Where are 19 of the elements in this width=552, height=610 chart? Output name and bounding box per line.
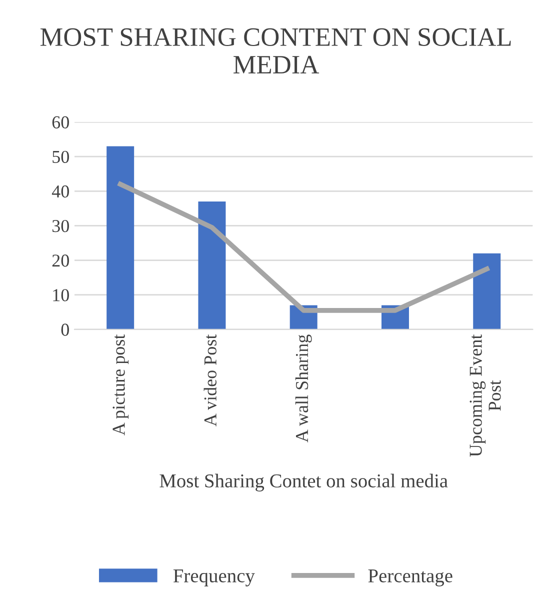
- x-tick-label: Upcoming Event Post: [470, 334, 501, 457]
- bar: [106, 146, 134, 330]
- y-tick-label: 10: [53, 289, 69, 302]
- x-tick-label: A wall Sharing: [295, 334, 312, 442]
- y-tick-label: 0: [61, 324, 69, 336]
- chart-title: MOST SHARING CONTENT ON SOCIAL MEDIA: [40, 28, 511, 74]
- x-tick-label: A picture post: [112, 334, 129, 436]
- y-tick-label: 30: [52, 220, 69, 232]
- x-tick-label: A video Post: [204, 334, 216, 426]
- y-tick-label: 60: [52, 116, 69, 128]
- legend-label: Percentage: [368, 569, 452, 586]
- x-axis-title: Most Sharing Contet on social media: [160, 474, 448, 492]
- line-series: [118, 182, 490, 313]
- y-tick-label: 40: [52, 185, 69, 198]
- bar: [473, 253, 501, 330]
- y-tick-label: 20: [52, 254, 69, 267]
- bar: [198, 202, 226, 330]
- y-tick-label: 50: [52, 150, 69, 164]
- legend-label: Frequency: [173, 569, 255, 586]
